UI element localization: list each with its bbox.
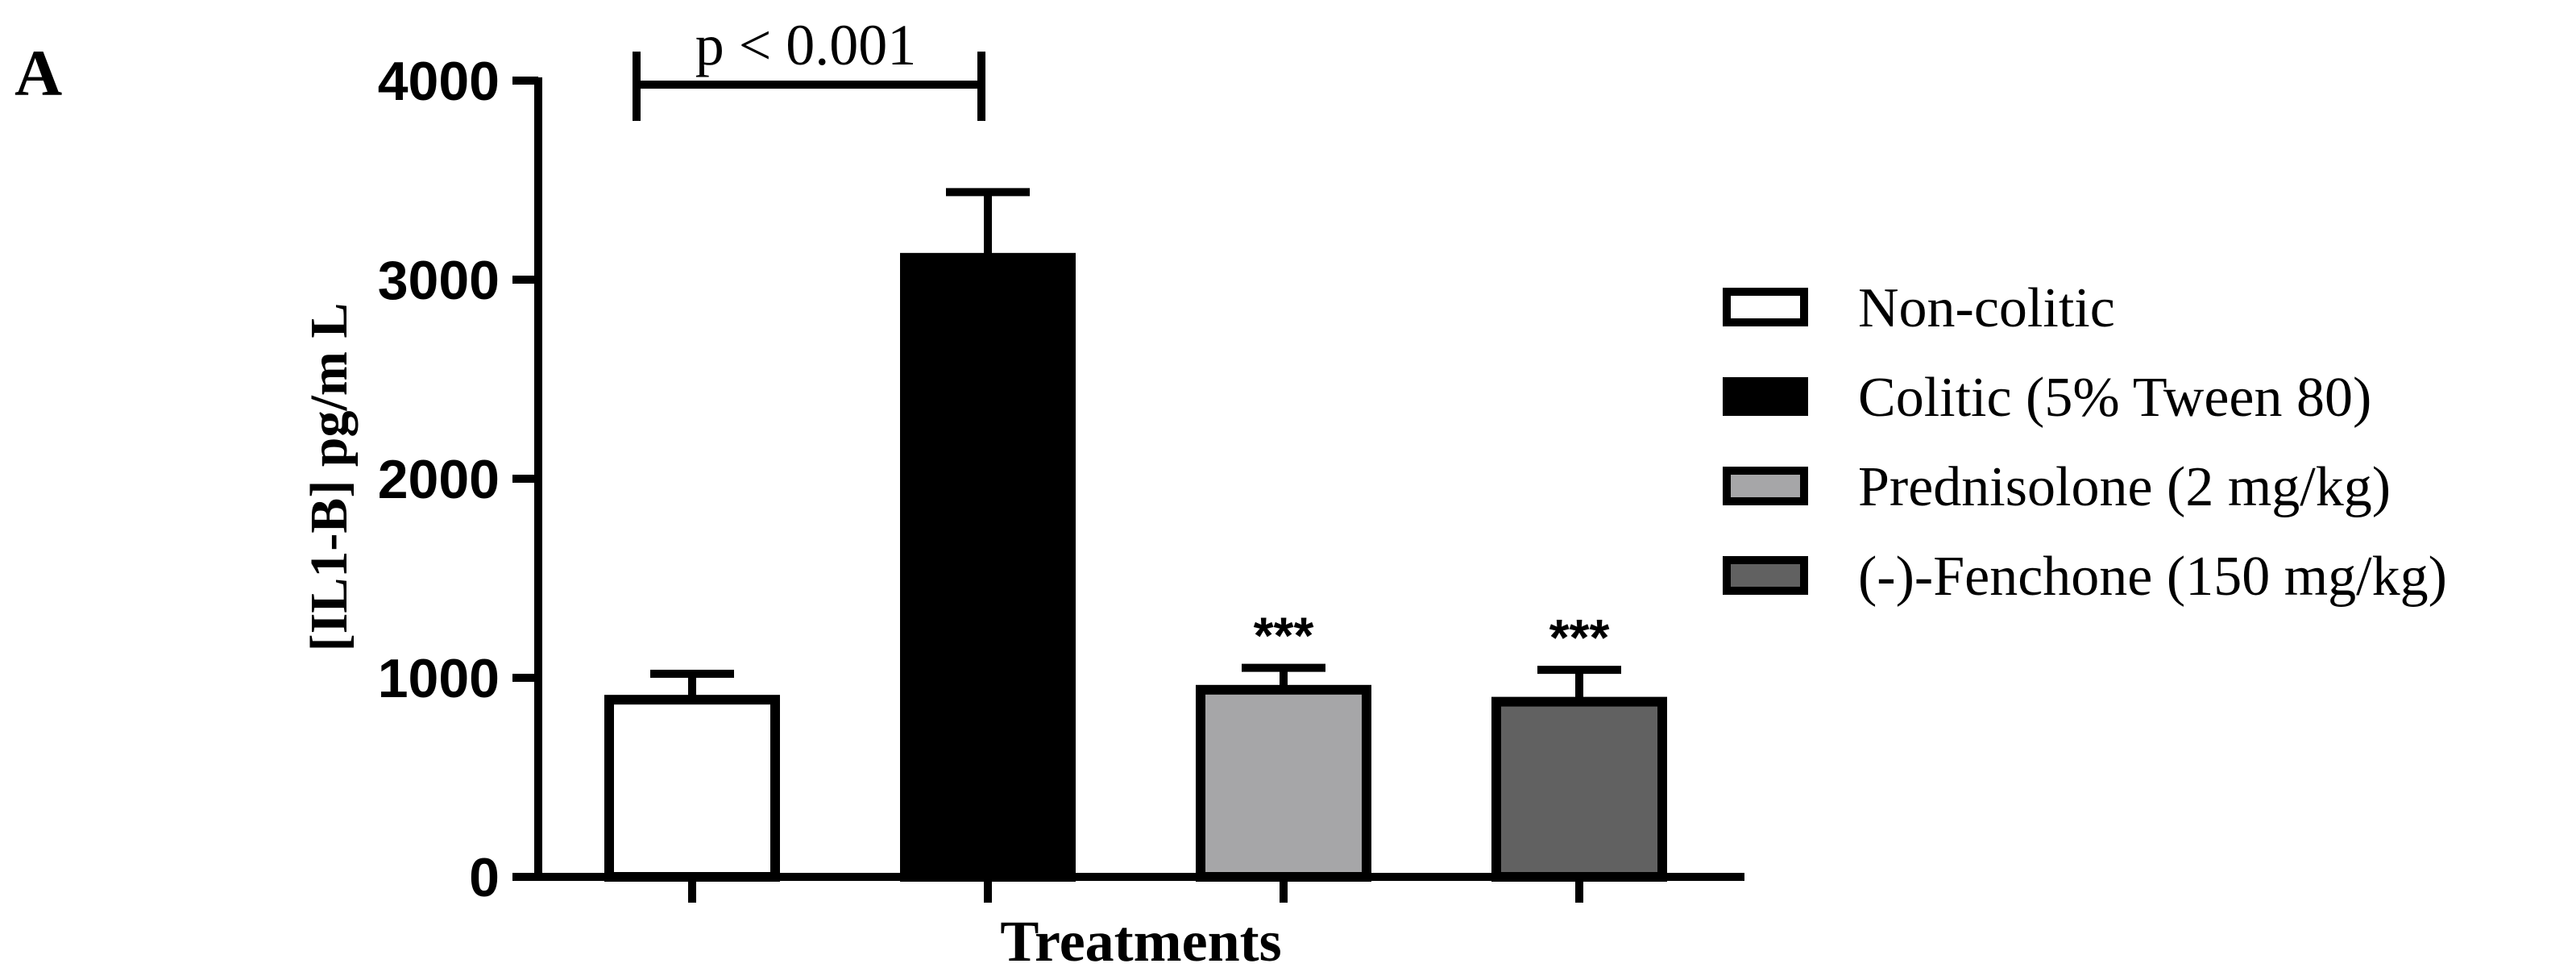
bar [1196, 684, 1371, 882]
panel-label: A [15, 36, 62, 110]
bracket-label: p < 0.001 [695, 13, 917, 77]
legend-swatch [1723, 556, 1808, 595]
y-tick-label: 4000 [378, 51, 500, 112]
legend-label: Prednisolone (2 mg/kg) [1858, 456, 2391, 518]
y-ticks: 0 1000 2000 3000 4000 [378, 51, 538, 908]
y-tick-label: 2000 [378, 449, 500, 510]
legend-label: Colitic (5% Tween 80) [1858, 367, 2371, 429]
significance-bracket: p < 0.001 [633, 13, 985, 121]
bars: *** *** [604, 188, 1667, 903]
legend-label: (-)-Fenchone (150 mg/kg) [1858, 546, 2447, 608]
legend-label: Non-colitic [1858, 277, 2115, 339]
y-tick-label: 3000 [378, 250, 500, 311]
y-axis-label: [IL1-B] pg/m L [300, 303, 359, 652]
x-axis-label: Treatments [1000, 909, 1281, 974]
y-tick-label: 0 [469, 847, 500, 908]
bar [1491, 696, 1667, 883]
bar [900, 252, 1076, 882]
legend-swatch [1723, 467, 1808, 505]
bar [604, 695, 780, 882]
legend-swatch [1723, 288, 1808, 326]
y-tick-label: 1000 [378, 648, 500, 709]
significance-mark: *** [1254, 607, 1314, 665]
legend-swatch [1723, 377, 1808, 416]
legend: Non-colitic Colitic (5% Tween 80) Predniso… [1723, 277, 2447, 608]
significance-mark: *** [1549, 608, 1610, 667]
